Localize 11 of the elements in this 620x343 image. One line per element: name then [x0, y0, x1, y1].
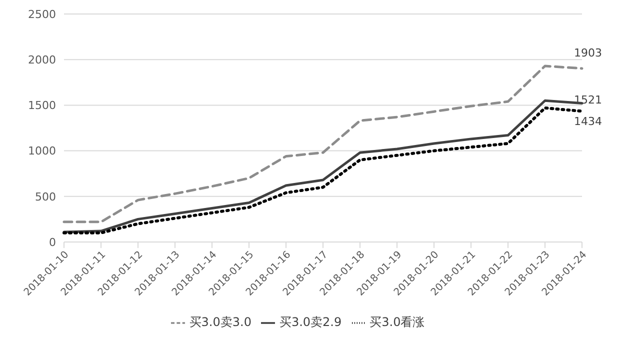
legend-label: 买3.0卖3.0	[189, 315, 252, 329]
y-tick-label: 1000	[28, 144, 56, 158]
y-tick-label: 1500	[28, 99, 56, 112]
data-label: 1434	[574, 115, 602, 128]
y-tick-label: 500	[35, 190, 56, 204]
y-tick-label: 2500	[28, 8, 56, 21]
data-label: 1903	[574, 46, 602, 60]
y-tick-label: 2000	[28, 54, 56, 67]
legend-label: 买3.0看涨	[370, 315, 425, 329]
legend-label: 买3.0卖2.9	[279, 315, 342, 329]
y-tick-label: 0	[49, 236, 56, 249]
